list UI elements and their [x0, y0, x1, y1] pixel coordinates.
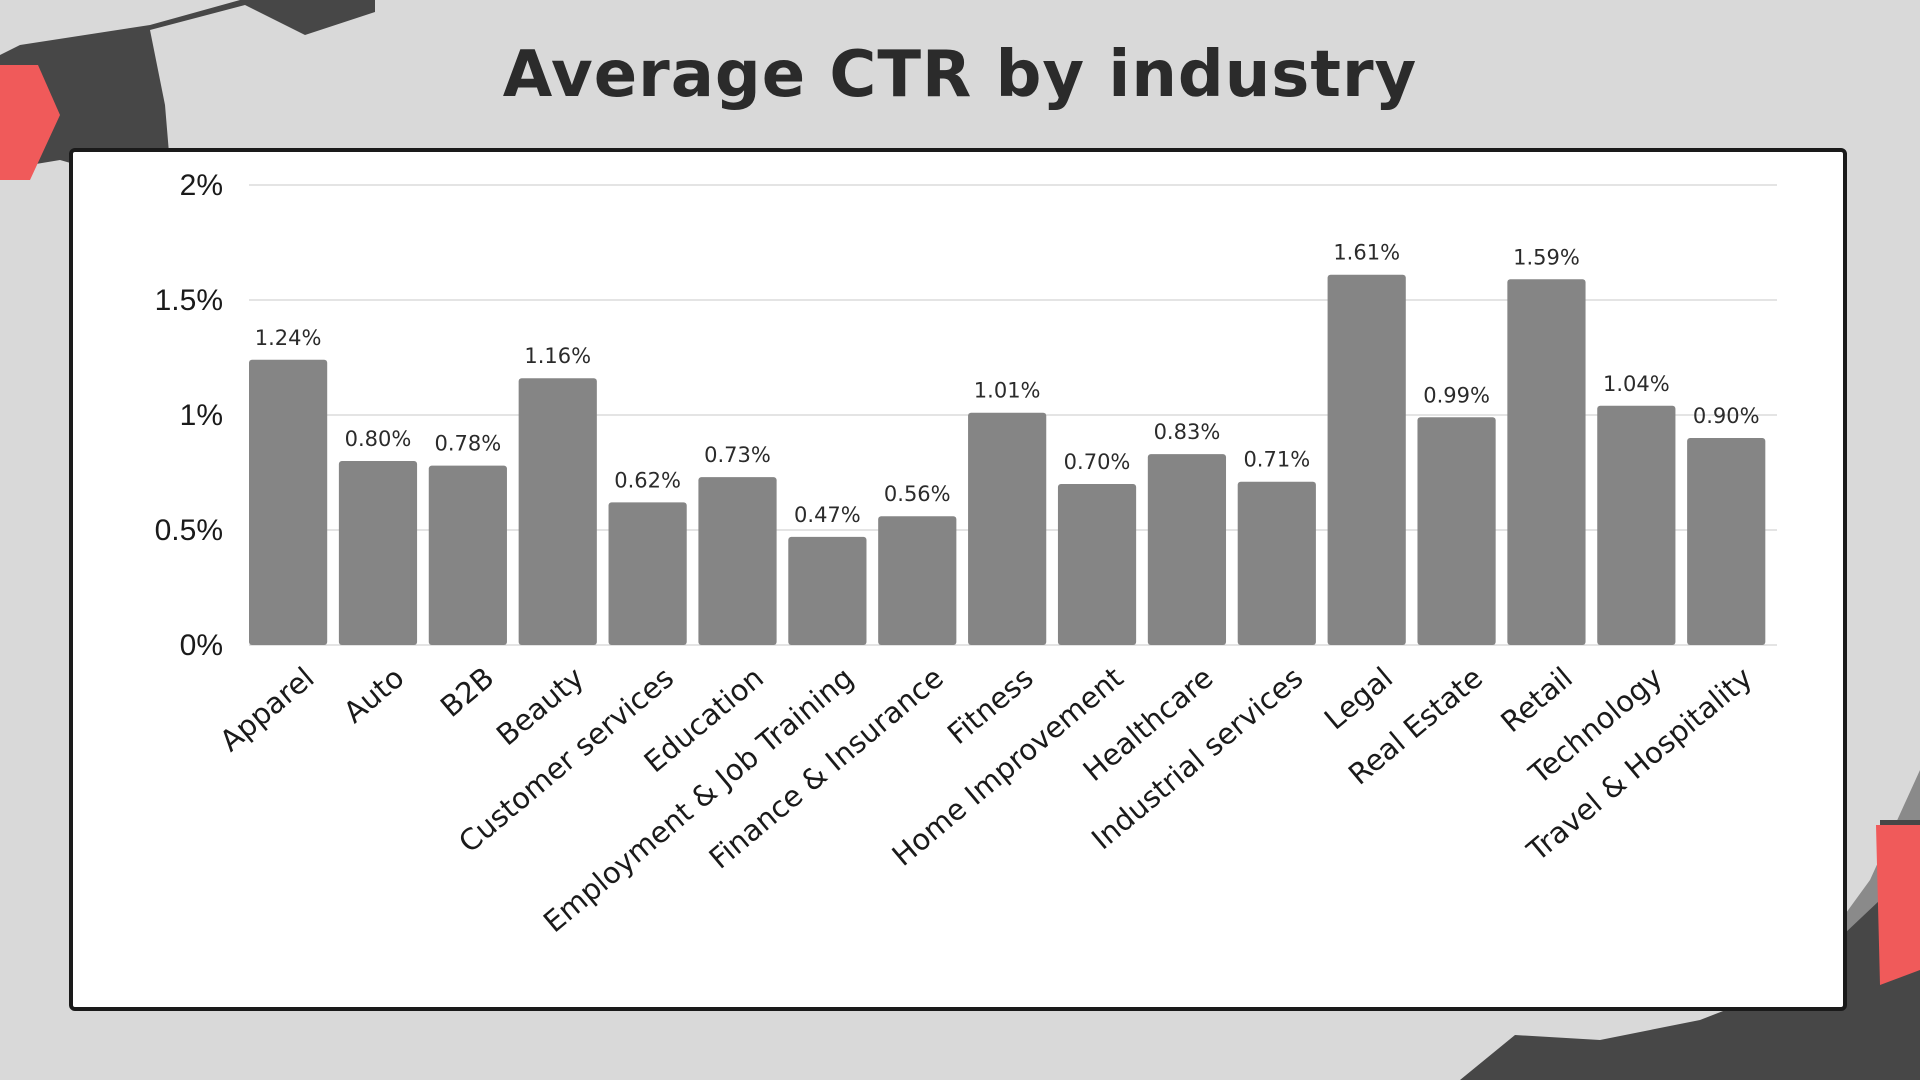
data-label: 1.61%: [1333, 241, 1400, 265]
chart-title: Average CTR by industry: [502, 38, 1418, 112]
y-tick-label: 1%: [180, 399, 223, 432]
data-label: 0.83%: [1154, 420, 1221, 444]
bar: [518, 378, 597, 645]
bar: [608, 502, 687, 645]
bar: [338, 461, 418, 645]
data-label: 1.24%: [255, 326, 322, 350]
data-label: 0.99%: [1423, 383, 1490, 407]
y-tick-label: 0%: [180, 629, 223, 662]
x-tick-label: Legal: [1318, 660, 1399, 736]
x-tick-label: Auto: [337, 660, 410, 729]
data-label: 0.70%: [1064, 450, 1131, 474]
data-label: 1.04%: [1603, 372, 1670, 396]
y-tick-label: 2%: [180, 169, 223, 202]
bar-chart: 0% 0.5% 1% 1.5% 2% 1.24% Apparel 0.80% Auto 0.78%…: [155, 169, 1777, 939]
bar: [1327, 274, 1406, 645]
bar: [1237, 481, 1316, 645]
dark-shape-bottom-right: [1460, 820, 1920, 1080]
data-label: 1.59%: [1513, 245, 1580, 269]
bar: [788, 536, 867, 645]
bar: [249, 359, 328, 645]
bar: [1057, 484, 1137, 645]
x-tick-label: B2B: [434, 660, 500, 723]
bar: [968, 412, 1047, 645]
y-tick-label: 1.5%: [155, 284, 223, 317]
bar: [1147, 454, 1227, 645]
bar: [1507, 279, 1586, 645]
data-label: 0.56%: [884, 482, 951, 506]
x-tick-label: Apparel: [213, 660, 320, 758]
bar: [698, 477, 777, 645]
data-label: 0.78%: [435, 432, 502, 456]
bar: [1687, 438, 1766, 645]
data-label: 0.71%: [1243, 448, 1310, 472]
data-label: 0.62%: [614, 468, 681, 492]
bar: [1417, 417, 1496, 645]
bar: [878, 516, 957, 645]
data-label: 0.80%: [345, 427, 412, 451]
chart-card: 0% 0.5% 1% 1.5% 2% 1.24% Apparel 0.80% Auto 0.78%…: [69, 148, 1847, 1011]
data-label: 1.01%: [974, 379, 1041, 403]
data-label: 0.47%: [794, 503, 861, 527]
data-label: 1.16%: [524, 344, 591, 368]
data-label: 0.90%: [1693, 404, 1760, 428]
bar: [1597, 405, 1676, 645]
data-label: 0.73%: [704, 443, 771, 467]
dark-shape-top-left: [0, 0, 375, 180]
bar: [428, 465, 507, 645]
accent-shape-bottom-right: [1876, 825, 1920, 985]
y-tick-label: 0.5%: [155, 514, 223, 547]
accent-shape-top-left: [0, 65, 60, 180]
